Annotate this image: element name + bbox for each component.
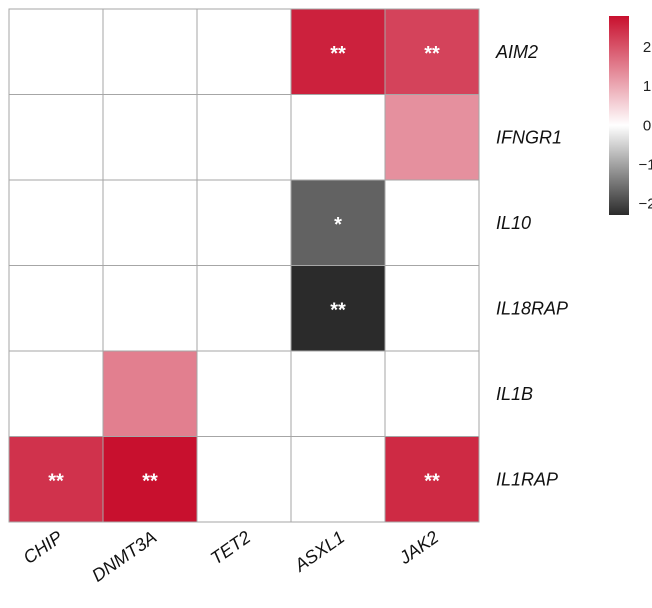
heatmap-cell — [196, 94, 292, 181]
heatmap-cell — [384, 265, 480, 352]
heatmap-cell — [196, 350, 292, 437]
row-label: AIM2 — [495, 42, 538, 62]
column-labels: CHIP DNMT3A TET2 ASXL1 JAK2 — [20, 527, 443, 586]
significance-label: ** — [48, 470, 64, 492]
heatmap-cell — [384, 8, 480, 95]
colorbar-gradient — [609, 16, 629, 215]
significance-annotations: ** ******* ** ** — [48, 43, 440, 493]
heatmap-cells — [8, 8, 480, 523]
heatmap-cell — [8, 8, 104, 95]
colorbar-tick-label: 2 — [643, 39, 651, 56]
row-label: IFNGR1 — [496, 127, 562, 147]
heatmap-cell — [290, 179, 386, 266]
heatmap-cell — [102, 8, 198, 95]
heatmap-cell — [196, 436, 292, 523]
row-labels: AIM2 IFNGR1 IL10 IL18RAP IL1B IL1RAP — [495, 42, 568, 490]
heatmap-cell — [102, 265, 198, 352]
significance-label: ** — [142, 470, 158, 492]
significance-label: * — [334, 214, 342, 236]
heatmap-cell — [290, 94, 386, 181]
heatmap-cell — [290, 8, 386, 95]
color-legend: 2 1 0 −1 −2 — [609, 16, 652, 215]
column-label: CHIP — [20, 527, 67, 568]
row-label: IL1RAP — [496, 469, 558, 489]
row-label: IL18RAP — [496, 298, 568, 318]
heatmap-cell — [384, 94, 480, 181]
colorbar-tick-label: −1 — [638, 156, 652, 173]
heatmap-cell — [290, 436, 386, 523]
heatmap-cell — [102, 350, 198, 437]
colorbar-tick-label: 1 — [643, 78, 651, 95]
heatmap-cell — [8, 350, 104, 437]
column-label: TET2 — [207, 527, 255, 569]
heatmap-cell — [8, 94, 104, 181]
heatmap-cell — [384, 350, 480, 437]
significance-label: ** — [330, 43, 346, 65]
heatmap-cell — [290, 265, 386, 352]
significance-label: ** — [330, 299, 346, 321]
heatmap-cell — [196, 265, 292, 352]
colorbar-tick-label: −2 — [638, 195, 652, 212]
column-label: ASXL1 — [290, 527, 348, 576]
heatmap-cell — [8, 436, 104, 523]
column-label: DNMT3A — [88, 527, 160, 586]
row-label: IL1B — [496, 384, 533, 404]
heatmap-cell — [102, 94, 198, 181]
significance-label: ** — [424, 43, 440, 65]
colorbar-ticks: 2 1 0 −1 −2 — [638, 39, 652, 212]
significance-label: ** — [424, 470, 440, 492]
heatmap-cell — [384, 436, 480, 523]
row-label: IL10 — [496, 213, 531, 233]
column-label: JAK2 — [395, 527, 443, 569]
heatmap-cell — [102, 436, 198, 523]
heatmap-cell — [384, 179, 480, 266]
heatmap-cell — [196, 8, 292, 95]
heatmap-cell — [196, 179, 292, 266]
heatmap-cell — [8, 179, 104, 266]
heatmap-cell — [8, 265, 104, 352]
heatmap-cell — [290, 350, 386, 437]
colorbar-tick-label: 0 — [643, 117, 651, 134]
heatmap-cell — [102, 179, 198, 266]
